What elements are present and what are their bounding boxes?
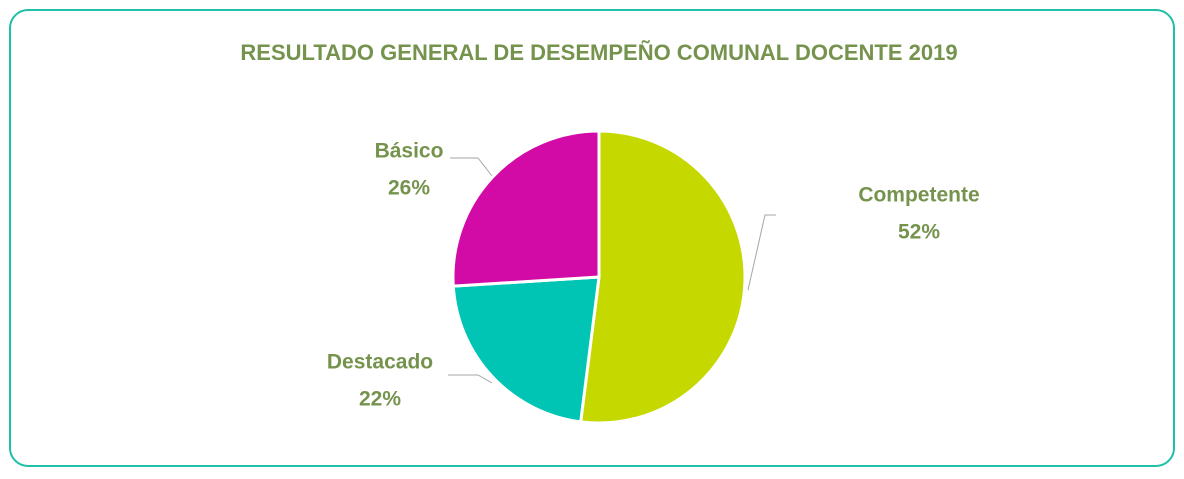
pie-slice (579, 129, 747, 425)
pie-slice (451, 275, 601, 424)
slice-value-label: 52% (898, 221, 940, 244)
slice-value-label: 26% (388, 177, 430, 200)
chart-title: RESULTADO GENERAL DE DESEMPEÑO COMUNAL D… (240, 40, 957, 65)
leader-line (450, 157, 493, 177)
slice-label: Competente (858, 184, 979, 207)
slice-value-label: 22% (359, 388, 401, 411)
slice-label: Básico (375, 140, 444, 163)
leader-lines (448, 157, 776, 384)
leader-line (747, 214, 776, 291)
slice-label: Destacado (327, 351, 433, 374)
leader-line (448, 374, 493, 384)
pie-slice (451, 129, 601, 288)
